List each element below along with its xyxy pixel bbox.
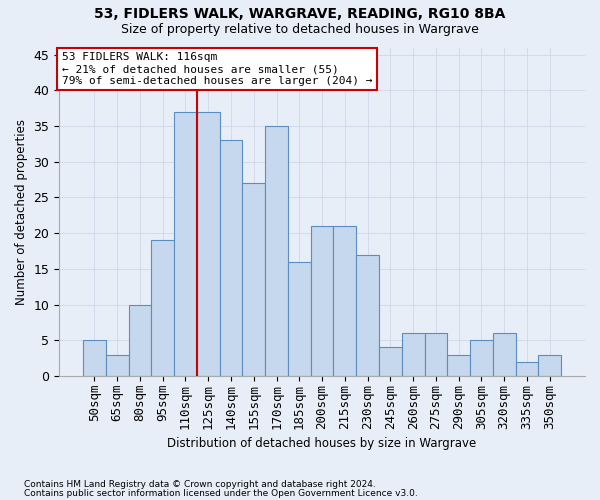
Bar bbox=[356, 254, 379, 376]
Text: Contains public sector information licensed under the Open Government Licence v3: Contains public sector information licen… bbox=[24, 488, 418, 498]
Bar bbox=[242, 183, 265, 376]
Text: 53, FIDLERS WALK, WARGRAVE, READING, RG10 8BA: 53, FIDLERS WALK, WARGRAVE, READING, RG1… bbox=[94, 8, 506, 22]
Bar bbox=[197, 112, 220, 376]
Bar bbox=[470, 340, 493, 376]
Y-axis label: Number of detached properties: Number of detached properties bbox=[15, 119, 28, 305]
Text: 53 FIDLERS WALK: 116sqm
← 21% of detached houses are smaller (55)
79% of semi-de: 53 FIDLERS WALK: 116sqm ← 21% of detache… bbox=[62, 52, 372, 86]
Bar bbox=[151, 240, 174, 376]
Bar bbox=[265, 126, 288, 376]
Bar bbox=[311, 226, 334, 376]
Bar bbox=[425, 333, 447, 376]
Bar bbox=[447, 354, 470, 376]
Bar bbox=[128, 304, 151, 376]
Bar bbox=[402, 333, 425, 376]
Bar bbox=[538, 354, 561, 376]
Bar bbox=[106, 354, 128, 376]
Bar bbox=[515, 362, 538, 376]
Bar bbox=[493, 333, 515, 376]
Text: Contains HM Land Registry data © Crown copyright and database right 2024.: Contains HM Land Registry data © Crown c… bbox=[24, 480, 376, 489]
Bar bbox=[334, 226, 356, 376]
Bar bbox=[83, 340, 106, 376]
X-axis label: Distribution of detached houses by size in Wargrave: Distribution of detached houses by size … bbox=[167, 437, 477, 450]
Bar bbox=[288, 262, 311, 376]
Bar bbox=[174, 112, 197, 376]
Bar bbox=[379, 348, 402, 376]
Text: Size of property relative to detached houses in Wargrave: Size of property relative to detached ho… bbox=[121, 22, 479, 36]
Bar bbox=[220, 140, 242, 376]
